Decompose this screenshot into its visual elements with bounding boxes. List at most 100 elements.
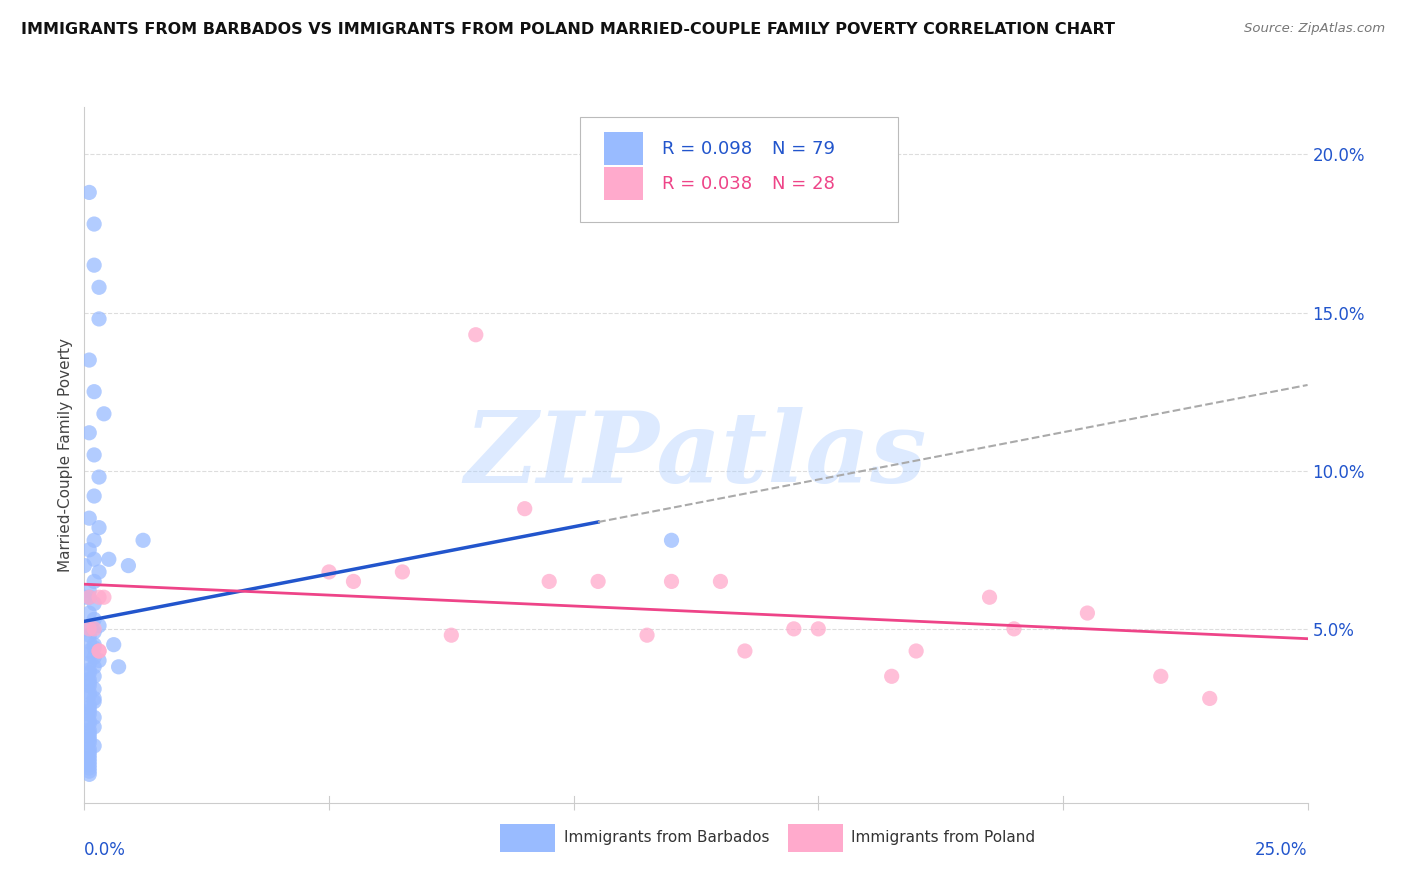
Point <box>77 736 100 750</box>
Point <box>77 742 100 756</box>
Point <box>807 622 830 636</box>
Point <box>87 653 110 667</box>
Point <box>83 489 105 503</box>
Point <box>77 685 100 699</box>
Point <box>77 663 100 677</box>
Text: Source: ZipAtlas.com: Source: ZipAtlas.com <box>1244 22 1385 36</box>
Point <box>77 707 100 722</box>
Text: ZIPatlas: ZIPatlas <box>465 407 927 503</box>
Point <box>77 511 100 525</box>
Point <box>440 628 463 642</box>
Y-axis label: Married-Couple Family Poverty: Married-Couple Family Poverty <box>58 338 73 572</box>
Point <box>77 764 100 779</box>
Point <box>83 552 105 566</box>
Point <box>83 681 105 696</box>
Point <box>77 767 100 781</box>
Point <box>77 755 100 769</box>
Point <box>391 565 413 579</box>
Point <box>73 622 96 636</box>
Point <box>880 669 903 683</box>
Point <box>979 591 1001 605</box>
Bar <box>605 167 644 201</box>
Text: R = 0.038: R = 0.038 <box>662 175 752 193</box>
Text: 25.0%: 25.0% <box>1256 841 1308 859</box>
Point <box>77 748 100 763</box>
Point <box>77 591 100 605</box>
Point <box>77 726 100 740</box>
Point <box>1076 606 1098 620</box>
Point <box>77 673 100 687</box>
Point <box>1198 691 1220 706</box>
Point <box>342 574 364 589</box>
Point <box>77 714 100 728</box>
Point <box>77 751 100 765</box>
Point <box>83 720 105 734</box>
Point <box>87 521 110 535</box>
Text: IMMIGRANTS FROM BARBADOS VS IMMIGRANTS FROM POLAND MARRIED-COUPLE FAMILY POVERTY: IMMIGRANTS FROM BARBADOS VS IMMIGRANTS F… <box>21 22 1115 37</box>
Point <box>83 597 105 611</box>
Point <box>77 634 100 648</box>
Point <box>97 552 120 566</box>
Point <box>734 644 756 658</box>
Point <box>87 644 110 658</box>
Text: N = 79: N = 79 <box>772 140 835 158</box>
Point <box>77 761 100 775</box>
Point <box>87 312 110 326</box>
Point <box>77 353 100 368</box>
Bar <box>787 823 842 852</box>
Point <box>77 622 100 636</box>
Point <box>83 650 105 665</box>
Point <box>77 679 100 693</box>
Point <box>77 425 100 440</box>
Point <box>77 657 100 671</box>
Point <box>1002 622 1025 636</box>
Point <box>117 558 139 573</box>
Point <box>513 501 536 516</box>
Point <box>83 258 105 272</box>
Point <box>77 704 100 718</box>
Point <box>77 723 100 737</box>
Point <box>83 384 105 399</box>
Point <box>87 280 110 294</box>
Point <box>77 591 100 605</box>
Point <box>783 622 806 636</box>
Point <box>93 591 115 605</box>
Point <box>83 574 105 589</box>
Point <box>93 407 115 421</box>
Point <box>77 732 100 747</box>
Point <box>77 542 100 557</box>
Point <box>77 745 100 759</box>
Point <box>661 574 683 589</box>
Point <box>87 565 110 579</box>
Text: Immigrants from Barbados: Immigrants from Barbados <box>564 830 769 845</box>
Point <box>73 558 96 573</box>
Point <box>83 695 105 709</box>
Bar <box>501 823 555 852</box>
Point <box>83 691 105 706</box>
Point <box>77 730 100 744</box>
Point <box>77 647 100 661</box>
Point <box>103 638 125 652</box>
Point <box>77 757 100 772</box>
Point <box>87 644 110 658</box>
Point <box>636 628 658 642</box>
Point <box>83 625 105 640</box>
Bar <box>605 132 644 166</box>
Point <box>73 591 96 605</box>
Point <box>77 628 100 642</box>
Point <box>83 660 105 674</box>
Text: 0.0%: 0.0% <box>84 841 127 859</box>
Point <box>77 186 100 200</box>
Point <box>538 574 561 589</box>
Point <box>83 710 105 724</box>
Point <box>132 533 155 548</box>
Point <box>77 675 100 690</box>
Point <box>107 660 129 674</box>
Point <box>318 565 340 579</box>
Point <box>77 701 100 715</box>
Point <box>83 217 105 231</box>
Point <box>83 448 105 462</box>
Text: R = 0.098: R = 0.098 <box>662 140 752 158</box>
Point <box>87 470 110 484</box>
Point <box>77 698 100 712</box>
